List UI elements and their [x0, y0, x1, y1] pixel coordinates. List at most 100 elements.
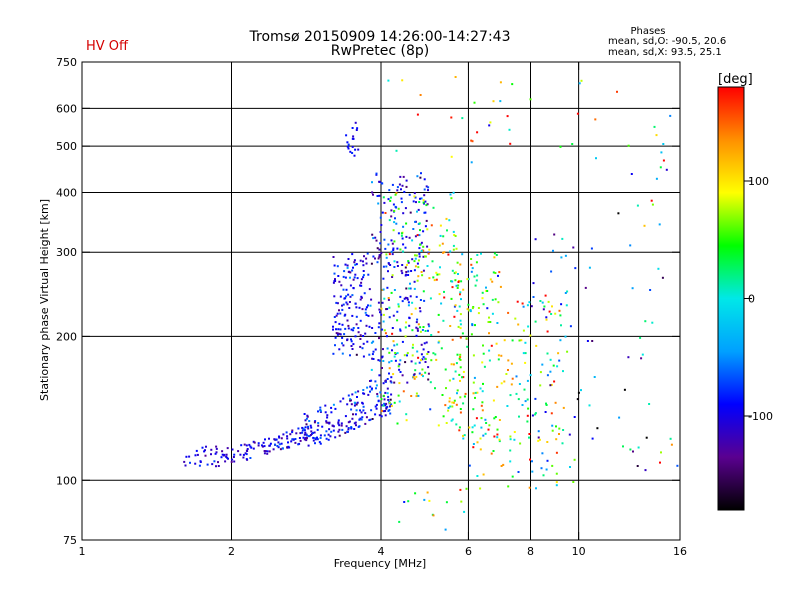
data-point [488, 349, 491, 352]
data-point [306, 414, 309, 417]
data-point [351, 269, 354, 272]
data-point [387, 298, 390, 301]
data-point [407, 274, 410, 276]
data-point [414, 307, 417, 310]
data-point [427, 186, 430, 189]
data-point [541, 301, 544, 304]
data-point [419, 94, 422, 96]
data-point [383, 238, 386, 241]
data-point [402, 243, 405, 246]
data-point [498, 419, 501, 421]
data-point [422, 249, 425, 252]
data-point [412, 228, 415, 230]
data-point [558, 309, 561, 312]
data-point [377, 257, 380, 260]
y-tick-label: 600 [56, 102, 77, 115]
data-point [399, 329, 402, 332]
data-point [409, 211, 412, 214]
data-point [257, 442, 260, 445]
data-point [388, 409, 391, 411]
data-point [498, 440, 501, 443]
data-point [400, 232, 403, 235]
data-point [354, 335, 357, 338]
data-point [499, 100, 502, 103]
data-point [517, 471, 520, 473]
data-point [401, 374, 404, 377]
data-point [346, 266, 349, 269]
data-point [404, 246, 407, 249]
data-point [488, 424, 491, 427]
data-point [398, 382, 401, 385]
data-point [335, 328, 337, 331]
data-point [346, 319, 349, 322]
data-point [413, 280, 416, 283]
data-point [349, 399, 352, 402]
data-point [472, 392, 475, 395]
data-point [409, 282, 411, 285]
data-point [459, 319, 462, 322]
data-point [377, 301, 380, 304]
data-point [360, 281, 363, 284]
data-point [376, 261, 379, 264]
data-point [521, 302, 524, 305]
data-point [369, 390, 371, 393]
data-point [376, 247, 379, 250]
data-point [482, 352, 485, 355]
data-point [347, 427, 350, 429]
data-point [263, 452, 266, 455]
data-point [385, 253, 388, 256]
data-point [616, 90, 618, 93]
data-point [480, 404, 483, 407]
data-point [577, 391, 580, 394]
data-point [366, 340, 369, 343]
data-point [648, 403, 651, 405]
data-point [364, 412, 367, 415]
data-point [511, 339, 514, 342]
data-point [264, 450, 267, 453]
data-point [476, 254, 479, 256]
data-point [370, 409, 373, 412]
data-point [406, 298, 409, 301]
data-point [481, 390, 484, 393]
data-point [420, 250, 423, 252]
data-point [383, 201, 386, 204]
data-point [455, 423, 458, 426]
data-point [253, 441, 256, 444]
data-point [423, 178, 426, 181]
data-point [485, 286, 487, 289]
data-point [424, 211, 427, 214]
data-point [374, 236, 377, 239]
data-point [421, 329, 424, 331]
data-point [662, 143, 665, 145]
data-point [411, 258, 414, 261]
data-point [204, 449, 206, 452]
data-point [356, 396, 358, 398]
colorbar-unit-label: [deg] [718, 72, 753, 87]
data-point [380, 398, 383, 401]
data-point [374, 380, 377, 383]
data-point [231, 448, 234, 451]
data-point [489, 121, 492, 124]
data-point [291, 438, 294, 441]
data-point [595, 157, 597, 160]
data-point [447, 406, 450, 409]
data-point [375, 403, 378, 406]
data-point [459, 293, 461, 296]
data-point [301, 426, 304, 429]
data-point [556, 365, 559, 368]
data-point [554, 401, 557, 404]
data-point [389, 196, 392, 199]
data-point [362, 355, 365, 358]
data-point [396, 265, 399, 267]
data-point [339, 295, 342, 298]
data-point [313, 431, 316, 434]
data-point [342, 288, 345, 291]
data-point [450, 363, 453, 366]
data-point [332, 425, 335, 428]
data-point [390, 215, 393, 218]
data-point [528, 436, 530, 439]
data-point [629, 448, 632, 451]
data-point [387, 395, 390, 398]
data-point [557, 352, 560, 355]
data-point [422, 201, 425, 204]
